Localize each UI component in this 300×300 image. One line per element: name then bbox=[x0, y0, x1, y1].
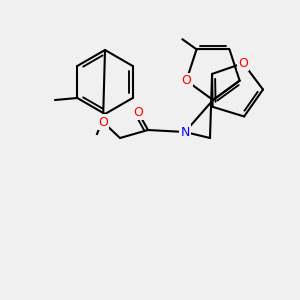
Text: O: O bbox=[98, 116, 108, 128]
Text: O: O bbox=[133, 106, 143, 118]
Text: N: N bbox=[180, 125, 190, 139]
Text: O: O bbox=[182, 74, 191, 87]
Text: O: O bbox=[238, 57, 248, 70]
